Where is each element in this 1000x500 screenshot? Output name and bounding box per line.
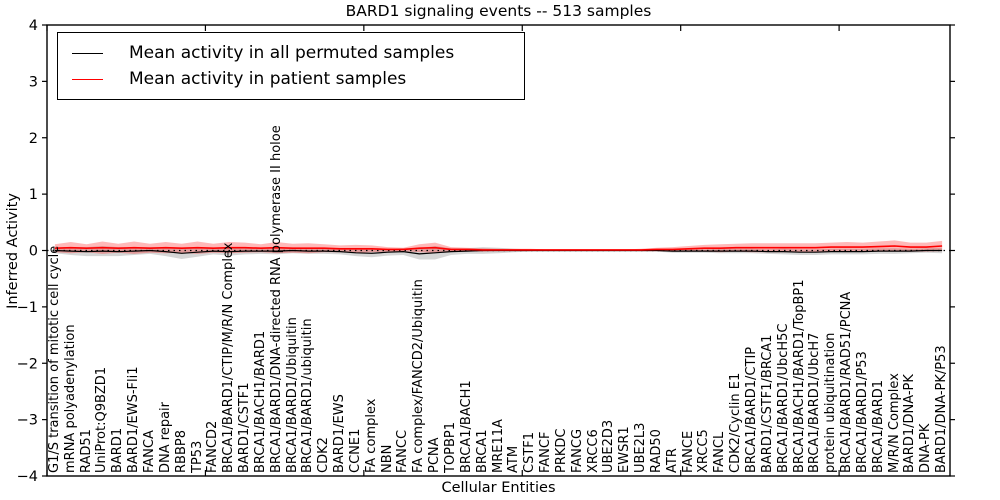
patient-mean-line (54, 245, 943, 251)
y-tick-label: −2 (17, 356, 38, 372)
y-tick-label: −4 (17, 469, 38, 485)
y-tick-label: 4 (29, 18, 38, 34)
y-tick-label: 3 (29, 74, 38, 90)
patient-line-sample-icon (72, 78, 103, 80)
y-tick-label: −3 (17, 413, 38, 429)
y-axis-label: Inferred Activity (5, 193, 21, 309)
legend: Mean activity in all permuted samples Me… (57, 32, 525, 100)
legend-label-permuted: Mean activity in all permuted samples (129, 43, 455, 63)
y-tick-label: 0 (29, 244, 38, 260)
permuted-std-band (54, 246, 943, 260)
permuted-line-sample-icon (72, 52, 103, 54)
legend-item-patient: Mean activity in patient samples (72, 66, 524, 92)
legend-label-patient: Mean activity in patient samples (129, 69, 407, 89)
y-tick-label: 2 (29, 131, 38, 147)
x-axis-label: Cellular Entities (441, 480, 556, 496)
legend-item-permuted: Mean activity in all permuted samples (72, 40, 524, 66)
y-tick-label: 1 (29, 187, 38, 203)
chart-title: BARD1 signaling events -- 513 samples (345, 2, 652, 20)
y-tick-label: −1 (17, 300, 38, 316)
